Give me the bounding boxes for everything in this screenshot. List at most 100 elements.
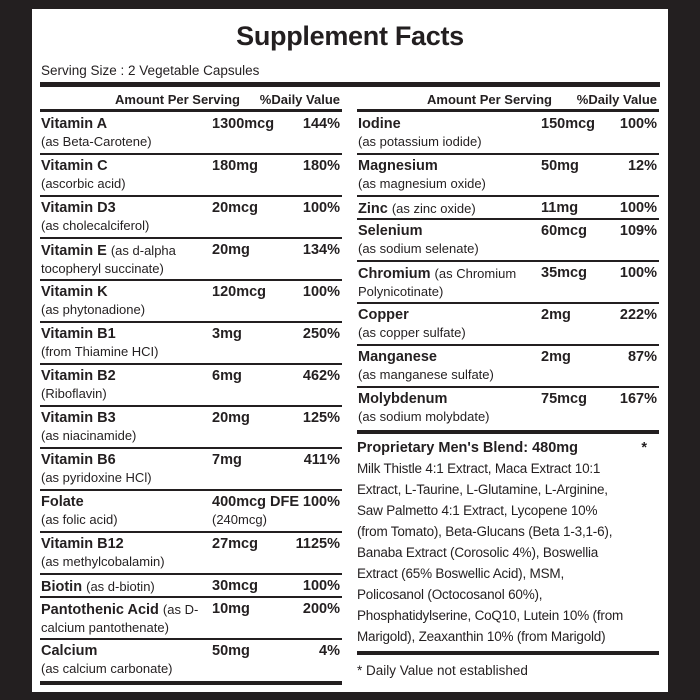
amount: 20mg	[212, 410, 250, 426]
daily-value: 144%	[302, 116, 340, 132]
blend-line: Extract (65% Boswellic Acid), MSM,	[357, 566, 565, 581]
amount-cell: 27mcg	[212, 536, 258, 553]
amount: 1300mcg	[212, 116, 275, 132]
nutrient-name: Vitamin B12	[41, 536, 124, 552]
nutrient-name-cell: Vitamin C (ascorbic acid)	[41, 158, 209, 192]
nutrient-name: Vitamin B2	[41, 368, 116, 384]
daily-value-header: %Daily Value	[259, 92, 340, 107]
nutrient-name-cell: Vitamin B1 (from Thiamine HCI)	[41, 326, 209, 360]
amount: 2mg	[541, 349, 571, 365]
nutrient-source: (ascorbic acid)	[41, 176, 126, 191]
blend-title-text: Proprietary Men's Blend: 480mg	[357, 440, 579, 456]
column-header: Amount Per Serving %Daily Value	[357, 89, 659, 109]
nutrient-name-cell: Vitamin D3 (as cholecalciferol)	[41, 200, 209, 234]
nutrient-name: Manganese	[358, 349, 437, 365]
nutrient-row: Biotin (as d-biotin) 30mcg 100%	[40, 575, 342, 598]
nutrient-source: (as d-biotin)	[86, 579, 155, 594]
nutrient-source: (as D-calcium pantothenate)	[41, 602, 199, 635]
label-title: Supplement Facts	[236, 21, 464, 51]
amount: 150mcg	[541, 116, 596, 132]
nutrient-source: (as potassium iodide)	[358, 134, 482, 149]
daily-value: 134%	[302, 242, 340, 258]
amount-header: Amount Per Serving	[115, 92, 240, 107]
nutrient-source: (as sodium selenate)	[358, 241, 479, 256]
daily-value: 462%	[302, 368, 340, 384]
nutrient-source: (as magnesium oxide)	[358, 176, 486, 191]
daily-value: 87%	[627, 349, 657, 365]
nutrient-name-cell: Vitamin B3 (as niacinamide)	[41, 410, 209, 444]
amount: 20mcg	[212, 200, 258, 216]
nutrient-name: Folate	[41, 494, 84, 510]
amount: 50mg	[212, 643, 250, 659]
amount-cell: 20mg	[212, 242, 250, 259]
nutrient-name: Chromium	[358, 266, 431, 282]
blend-line: Phosphatidylserine, CoQ10, Lutein 10% (f…	[357, 608, 624, 623]
daily-value: 12%	[627, 158, 657, 174]
amount-cell: 75mcg	[541, 391, 587, 408]
nutrient-name-cell: Vitamin A (as Beta-Carotene)	[41, 116, 209, 150]
column-header: Amount Per Serving %Daily Value	[40, 89, 342, 109]
daily-value-header: %Daily Value	[576, 92, 657, 107]
daily-value: 1125%	[295, 536, 340, 552]
amount: 7mg	[212, 452, 242, 468]
nutrient-name-cell: Vitamin K (as phytonadione)	[41, 284, 209, 318]
nutrient-source: (as copper sulfate)	[358, 325, 466, 340]
nutrient-name-cell: Vitamin B2 (Riboflavin)	[41, 368, 209, 402]
nutrient-name-cell: Pantothenic Acid (as D-calcium pantothen…	[41, 601, 209, 637]
nutrient-list: Iodine (as potassium iodide) 150mcg 100% Ma…	[357, 113, 659, 430]
nutrient-source: (as manganese sulfate)	[358, 367, 494, 382]
amount: 60mcg	[541, 223, 587, 239]
nutrient-name-cell: Zinc (as zinc oxide)	[358, 200, 526, 218]
amount: 75mcg	[541, 391, 587, 407]
amount-detail: (240mcg)	[212, 512, 267, 527]
nutrient-name-cell: Vitamin B12 (as methylcobalamin)	[41, 536, 209, 570]
daily-value: 100%	[619, 200, 657, 216]
nutrient-name-cell: Biotin (as d-biotin)	[41, 578, 209, 596]
amount-cell: 35mcg	[541, 265, 587, 282]
blend-line: Banaba Extract (Corosolic 4%), Boswellia	[357, 545, 599, 560]
daily-value: 100%	[302, 578, 340, 594]
amount-cell: 3mg	[212, 326, 242, 343]
nutrient-name-cell: Molybdenum (as sodium molybdate)	[358, 391, 526, 425]
nutrient-list: Vitamin A (as Beta-Carotene) 1300mcg 144% V…	[40, 113, 342, 682]
amount: 27mcg	[212, 536, 258, 552]
nutrient-name-cell: Vitamin B6 (as pyridoxine HCl)	[41, 452, 209, 486]
daily-value: 200%	[302, 601, 340, 617]
nutrient-row: Vitamin B12 (as methylcobalamin) 27mcg 112…	[40, 533, 342, 575]
amount-cell: 10mg	[212, 601, 250, 618]
amount-cell: 20mg	[212, 410, 250, 427]
daily-value: 100%	[619, 265, 657, 281]
nutrient-row: Vitamin E (as d-alpha tocopheryl succina…	[40, 239, 342, 281]
nutrient-row: Vitamin B6 (as pyridoxine HCl) 7mg 411%	[40, 449, 342, 491]
blend-ingredients: Milk Thistle 4:1 Extract, Maca Extract 1…	[357, 458, 659, 647]
amount: 35mcg	[541, 265, 587, 281]
blend-line: Extract, L-Taurine, L-Glutamine, L-Argin…	[357, 482, 608, 497]
nutrient-name: Vitamin B1	[41, 326, 116, 342]
nutrient-row: Iodine (as potassium iodide) 150mcg 100%	[357, 113, 659, 155]
nutrient-row: Magnesium (as magnesium oxide) 50mg 12%	[357, 155, 659, 197]
nutrient-name: Pantothenic Acid	[41, 602, 159, 618]
nutrient-source: (as zinc oxide)	[391, 201, 476, 216]
amount: 6mg	[212, 368, 242, 384]
blend-line: Milk Thistle 4:1 Extract, Maca Extract 1…	[357, 461, 601, 476]
amount-cell: 180mg	[212, 158, 258, 175]
amount-cell: 2mg	[541, 307, 571, 324]
daily-value: 167%	[619, 391, 657, 407]
amount-cell: 20mcg	[212, 200, 258, 217]
amount-cell: 400mcg DFE (240mcg)	[212, 494, 299, 528]
proprietary-blend: Proprietary Men's Blend: 480mg * Milk Th…	[357, 434, 659, 647]
amount-cell: 1300mcg	[212, 116, 274, 133]
daily-value: 109%	[619, 223, 657, 239]
nutrient-row: Selenium (as sodium selenate) 60mcg 109%	[357, 220, 659, 262]
nutrient-name-cell: Vitamin E (as d-alpha tocopheryl succina…	[41, 242, 209, 278]
nutrient-source: (as Chromium Polynicotinate)	[358, 266, 517, 299]
daily-value: 100%	[302, 494, 340, 510]
daily-value: 100%	[302, 284, 340, 300]
nutrient-row: Pantothenic Acid (as D-calcium pantothen…	[40, 598, 342, 640]
amount-cell: 50mg	[212, 643, 250, 660]
nutrient-source: (as pyridoxine HCl)	[41, 470, 152, 485]
amount-cell: 2mg	[541, 349, 571, 366]
divider	[40, 82, 660, 87]
nutrient-name: Selenium	[358, 223, 423, 239]
blend-line: Policosanol (Octocosanol 60%),	[357, 587, 543, 602]
